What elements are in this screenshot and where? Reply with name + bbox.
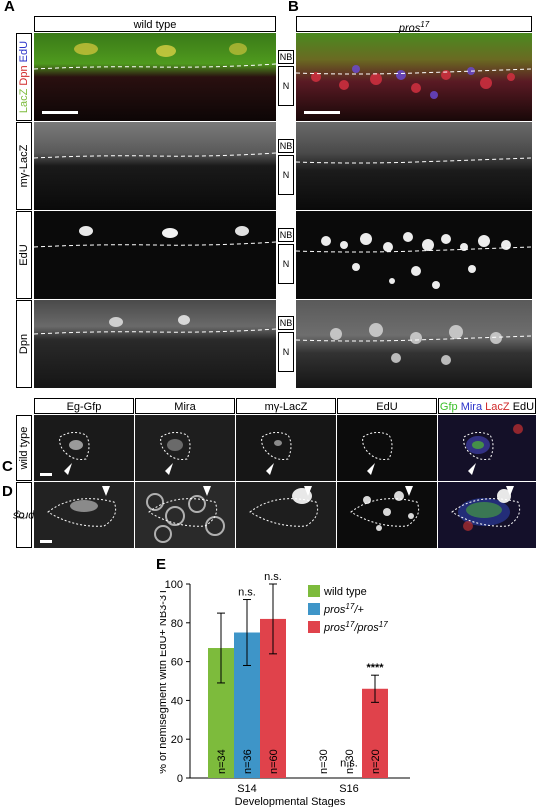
row-label-edu: EdU <box>16 211 32 299</box>
image-c-merge <box>438 415 536 481</box>
legend-swatch <box>308 585 320 597</box>
image-pros-edu <box>296 211 532 299</box>
merge-mira: Mira <box>460 401 483 413</box>
y-tick-label: 40 <box>171 695 183 707</box>
legend-label: wild type <box>323 586 367 598</box>
panel-label-c: C <box>2 458 13 475</box>
row-label-mg-lacz: mγ-LacZ <box>16 122 32 210</box>
cd-row-pros-base: pros <box>13 509 35 521</box>
label-lacz: LacZ <box>18 88 30 114</box>
y-tick-label: 20 <box>171 734 183 746</box>
label-edu: EdU <box>18 40 30 63</box>
image-c-eg-gfp <box>34 415 134 481</box>
significance-label: n.s. <box>264 571 282 583</box>
n-label: n=60 <box>268 749 280 774</box>
tag-nb: NB <box>278 139 294 153</box>
legend-label: pros17/pros17 <box>323 620 388 635</box>
cd-row-label-wild-type: wild type <box>16 415 32 481</box>
panel-label-e: E <box>156 556 167 573</box>
image-d-edu <box>337 482 437 548</box>
cd-row-label-wild-type-text: wild type <box>18 426 30 470</box>
image-c-mira <box>135 415 235 481</box>
tag-n: N <box>278 66 294 106</box>
label-dpn: Dpn <box>18 65 30 86</box>
legend-label: pros17/+ <box>323 602 364 617</box>
image-pros-composite <box>296 33 532 121</box>
merge-edu: EdU <box>512 401 535 413</box>
header-wild-type-text: wild type <box>133 19 177 31</box>
tag-nb: NB <box>278 50 294 64</box>
row-label-composite-text: LacZ Dpn EdU <box>18 41 30 113</box>
row-label-dpn-text: Dpn <box>18 333 30 355</box>
merge-gfp: Gfp <box>439 401 458 413</box>
cd-row-label-pros17: pros 17 <box>13 482 35 548</box>
n-label: n=20 <box>370 749 382 774</box>
tag-n: N <box>278 244 294 284</box>
y-tick-label: 0 <box>177 773 183 785</box>
cd-header-edu: EdU <box>337 398 437 414</box>
row-label-mg-lacz-text: mγ-LacZ <box>18 144 30 188</box>
scale-bar <box>304 111 340 114</box>
significance-label: n.s. <box>340 757 358 769</box>
image-d-eg-gfp <box>34 482 134 548</box>
image-wt-composite <box>34 33 276 121</box>
bar-chart: 0 20 40 60 80 100% of hemisegment with EdU+ N… <box>160 571 410 807</box>
image-c-edu <box>337 415 437 481</box>
tag-nb: NB <box>278 228 294 242</box>
significance-label: n.s. <box>238 587 256 599</box>
x-axis-label: Developmental Stages <box>235 796 346 807</box>
y-tick-label: 60 <box>171 657 183 669</box>
panel-label-a: A <box>4 0 15 15</box>
header-pros-sup: 17 <box>420 20 430 29</box>
cd-row-label-pros17-text: pros 17 <box>13 509 34 521</box>
cd-header-mg-lacz: mγ-LacZ <box>236 398 336 414</box>
image-wt-dpn <box>34 300 276 388</box>
cd-header-eg-gfp: Eg-Gfp <box>34 398 134 414</box>
n-label: n=34 <box>216 749 228 774</box>
header-pros17: pros17 <box>296 16 532 35</box>
significance-label: **** <box>366 662 384 674</box>
y-axis-label: % of hemisegment with EdU+ NB3-3T <box>160 588 169 774</box>
row-label-composite: LacZ Dpn EdU <box>16 33 32 121</box>
legend-swatch <box>308 603 320 615</box>
panel-label-b: B <box>288 0 299 15</box>
image-d-mg-lacz <box>236 482 336 548</box>
image-c-mg-lacz <box>236 415 336 481</box>
n-label: n=30 <box>318 749 330 774</box>
scale-bar <box>40 540 52 543</box>
row-label-dpn: Dpn <box>16 300 32 388</box>
category-label: S14 <box>237 783 257 795</box>
scale-bar <box>40 473 52 476</box>
category-label: S16 <box>339 783 359 795</box>
image-wt-mg-lacz <box>34 122 276 210</box>
panel-label-d: D <box>2 483 13 500</box>
header-wild-type: wild type <box>34 16 276 32</box>
y-tick-label: 80 <box>171 618 183 630</box>
cd-header-merge: Gfp Mira LacZ EdU <box>438 398 536 414</box>
row-label-edu-text: EdU <box>18 244 30 266</box>
tag-nb: NB <box>278 316 294 330</box>
merge-lacz: LacZ <box>485 401 510 413</box>
legend-swatch <box>308 621 320 633</box>
image-d-merge <box>438 482 536 548</box>
tag-n: N <box>278 155 294 195</box>
bar <box>362 688 388 778</box>
image-d-mira <box>135 482 235 548</box>
cd-header-mira: Mira <box>135 398 235 414</box>
image-wt-edu <box>34 211 276 299</box>
image-pros-mg-lacz <box>296 122 532 210</box>
n-label: n=36 <box>242 749 254 774</box>
y-tick-label: 100 <box>165 579 183 591</box>
scale-bar <box>42 111 78 114</box>
header-pros-text: pros <box>398 22 421 35</box>
tag-n: N <box>278 332 294 372</box>
n-label: n=30 <box>344 749 356 774</box>
image-pros-dpn <box>296 300 532 388</box>
